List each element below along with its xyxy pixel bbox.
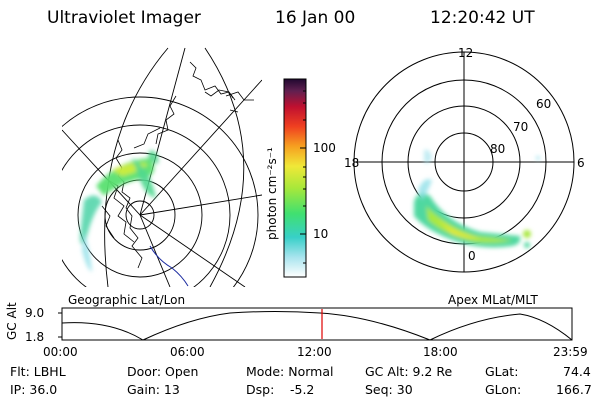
polar-grid [353,51,575,273]
ip-value: IP: 36.0 [10,382,58,397]
instrument-title: Ultraviolet Imager [47,8,201,28]
coastline [115,139,143,269]
lat-circle [77,152,203,278]
door-status: Door: Open [127,364,199,379]
gc-altitude-curve [61,311,573,341]
coastline [189,61,236,101]
geo-aurora-emission [80,150,159,272]
mlat-label-80: 80 [490,142,506,156]
timeline-ylabel: GC Alt [5,302,19,340]
gain-value: Gain: 13 [127,382,180,397]
seq-value: Seq: 30 [365,382,413,397]
colorbar-unit-label: photon cm⁻²s⁻¹ [265,147,279,240]
observation-time: 12:20:42 UT [430,8,535,28]
polar-aurora-oval [414,149,540,248]
timeline-xtick-0600: 06:00 [170,345,205,359]
timeline-ytick-1.8: 1.8 [25,330,45,344]
meridian [139,79,262,216]
mlt-label-18: 18 [344,156,360,170]
mlt-label-12: 12 [458,46,474,60]
observation-date: 16 Jan 00 [275,8,356,28]
coastline [101,179,135,243]
timeline-ytick-9: 9.0 [25,306,45,320]
colorbar-tick-100: 100 [313,141,336,155]
filter-value: Flt: LBHL [10,364,66,379]
mlt-label-0: 0 [468,249,476,263]
meridian [139,214,246,287]
geo-panel-label: Geographic Lat/Lon [68,293,186,307]
gc-alt-value: GC Alt: 9.2 Re [365,364,453,379]
coastline [133,95,177,149]
coastline [149,245,189,287]
geographic-map [62,47,262,287]
dsp-value: -5.2 [290,382,315,397]
colorbar [283,78,307,278]
lat-circle [62,96,259,287]
glat-value: 74.4 [563,364,591,379]
timeline-xtick-0000: 00:00 [43,345,78,359]
colorbar-tick-10: 10 [313,227,329,241]
mlat-label-70: 70 [513,120,529,134]
meridian [139,214,171,287]
glon-value: 166.7 [556,382,592,397]
meridian [62,129,141,216]
mode-value: Mode: Normal [246,364,334,379]
polar-panel-label: Apex MLat/MLT [448,293,538,307]
timeline-plot [58,307,573,341]
lat-circle [125,200,155,230]
glon-label: GLon: [485,382,522,397]
mlt-label-6: 6 [577,156,585,170]
glat-label: GLat: [485,364,519,379]
dsp-label: Dsp: [246,382,275,397]
timeline-frame [61,307,573,341]
mlat-label-60: 60 [536,97,552,111]
colorbar-ticks [300,90,306,264]
coastline [225,91,254,113]
timeline-xtick-2359: 23:59 [553,345,588,359]
timeline-xtick-1800: 18:00 [423,345,458,359]
lat-circle-outer [204,47,245,287]
map-boundary-arc [104,47,169,287]
timeline-xtick-1200: 12:00 [297,345,332,359]
meridian [139,194,262,216]
lat-circle [62,124,231,287]
